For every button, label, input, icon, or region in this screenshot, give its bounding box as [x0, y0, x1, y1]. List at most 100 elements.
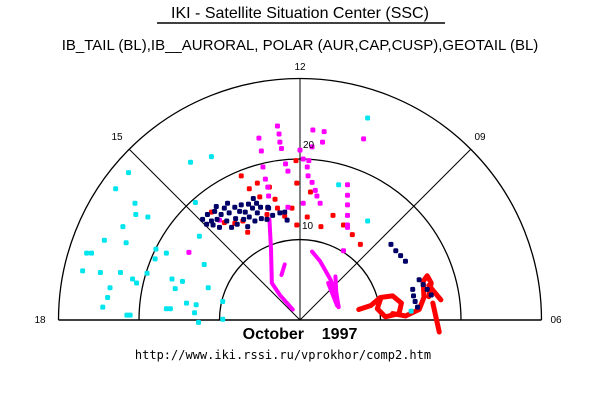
geotail-point — [411, 293, 417, 299]
polar-point — [344, 202, 350, 208]
ib-auroral-point — [152, 256, 158, 262]
ib-tail-point — [254, 180, 260, 186]
ib-tail-point — [264, 212, 270, 218]
ib-auroral-point — [201, 261, 207, 267]
ib-auroral-point — [172, 286, 178, 292]
ib-tail-point — [307, 189, 313, 195]
ib-auroral-point — [105, 294, 111, 300]
polar-point — [344, 192, 350, 198]
polar-point — [285, 204, 291, 210]
polar-point — [304, 164, 310, 170]
ib-auroral-point — [220, 298, 226, 304]
polar-point — [274, 123, 280, 129]
polar-point — [283, 161, 289, 167]
geotail-point — [214, 216, 220, 222]
geotail-point — [254, 200, 260, 206]
geotail-point — [254, 210, 260, 216]
geotail-point — [208, 218, 214, 224]
geotail-point — [284, 217, 290, 223]
ib-auroral-point — [132, 200, 138, 206]
geotail-point — [282, 209, 288, 215]
ib-auroral-point — [117, 270, 123, 276]
ib-auroral-point — [89, 250, 95, 256]
geotail-point — [250, 205, 256, 211]
polar-point — [256, 135, 262, 141]
ib-auroral-point — [205, 285, 211, 291]
polar-track — [279, 262, 287, 277]
polar-grid — [57, 77, 543, 321]
polar-point — [361, 136, 367, 142]
polar-point — [309, 144, 315, 150]
geotail-point — [388, 241, 394, 247]
ib-tail-point — [274, 205, 280, 211]
geotail-point — [241, 216, 247, 222]
polar-point — [340, 248, 346, 254]
geotail-point — [204, 221, 210, 227]
ib-auroral-point — [188, 159, 194, 165]
polar-point — [310, 127, 316, 133]
ib-auroral-point — [127, 312, 133, 318]
polar-point — [314, 193, 320, 199]
ib-auroral-point — [408, 308, 414, 314]
geotail-point — [218, 212, 224, 218]
geotail-point — [204, 212, 210, 218]
ib-tail-point — [282, 213, 288, 219]
ib-tail-point — [293, 158, 299, 164]
geotail-point — [225, 200, 231, 206]
geotail-point — [402, 258, 408, 264]
geotail-point — [264, 216, 270, 222]
ib-tail-point — [257, 194, 263, 200]
polar-point — [266, 193, 272, 199]
geotail-point — [245, 224, 251, 230]
polar-track — [326, 280, 340, 308]
mlt-label-18: 18 — [34, 315, 46, 326]
polar-point — [258, 148, 264, 154]
ib-auroral-point — [101, 237, 107, 243]
geotail-point — [420, 282, 426, 288]
polar-point — [306, 158, 312, 164]
polar-point — [309, 179, 315, 185]
legend-text: (BL) — [506, 37, 539, 54]
geotail-point — [258, 216, 264, 222]
data-marks — [80, 115, 444, 335]
geotail-point — [221, 205, 227, 211]
geotail-point — [238, 202, 244, 208]
ib-auroral-point — [84, 250, 90, 256]
geotail-point — [415, 304, 421, 310]
polar-point — [277, 139, 283, 145]
polar-point — [285, 168, 291, 174]
ib-auroral-point — [193, 302, 199, 308]
ib-tail-point — [246, 186, 252, 192]
geotail-point — [226, 210, 232, 216]
geotail-point — [258, 204, 264, 210]
geotail-point — [232, 204, 238, 210]
polar-point — [305, 173, 311, 179]
legend-text: (BL), — [114, 37, 151, 54]
ib-auroral-point — [163, 250, 169, 256]
ib-auroral-point — [220, 316, 226, 322]
ib-auroral-point — [120, 224, 126, 230]
geotail-point — [229, 224, 235, 230]
ib-auroral-point — [179, 278, 185, 284]
ib-tail-track — [356, 293, 404, 320]
geotail-point — [200, 216, 206, 222]
legend-ib-tail: IB_TAIL — [62, 37, 115, 54]
ib-auroral-point — [133, 212, 139, 218]
legend-polar: POLAR — [263, 37, 314, 54]
legend: IB_TAIL (BL),IB__AURORAL, POLAR (AUR,CAP… — [62, 37, 539, 54]
ib-tail-point — [318, 224, 324, 230]
geotail-point — [234, 221, 240, 227]
ib-auroral-point — [153, 246, 159, 252]
geotail-point — [212, 208, 218, 214]
ib-auroral-point — [192, 310, 198, 316]
geotail-point — [428, 292, 434, 298]
ib-tail-point — [340, 222, 346, 228]
source-url[interactable]: http://www.iki.rssi.ru/vprokhor/comp2.ht… — [135, 348, 431, 362]
ib-auroral-point — [123, 240, 129, 246]
polar-point — [262, 176, 268, 182]
polar-point — [260, 164, 266, 170]
mlt-label-15: 15 — [111, 132, 123, 143]
ib-auroral-point — [100, 304, 106, 310]
polar-point — [276, 131, 282, 137]
